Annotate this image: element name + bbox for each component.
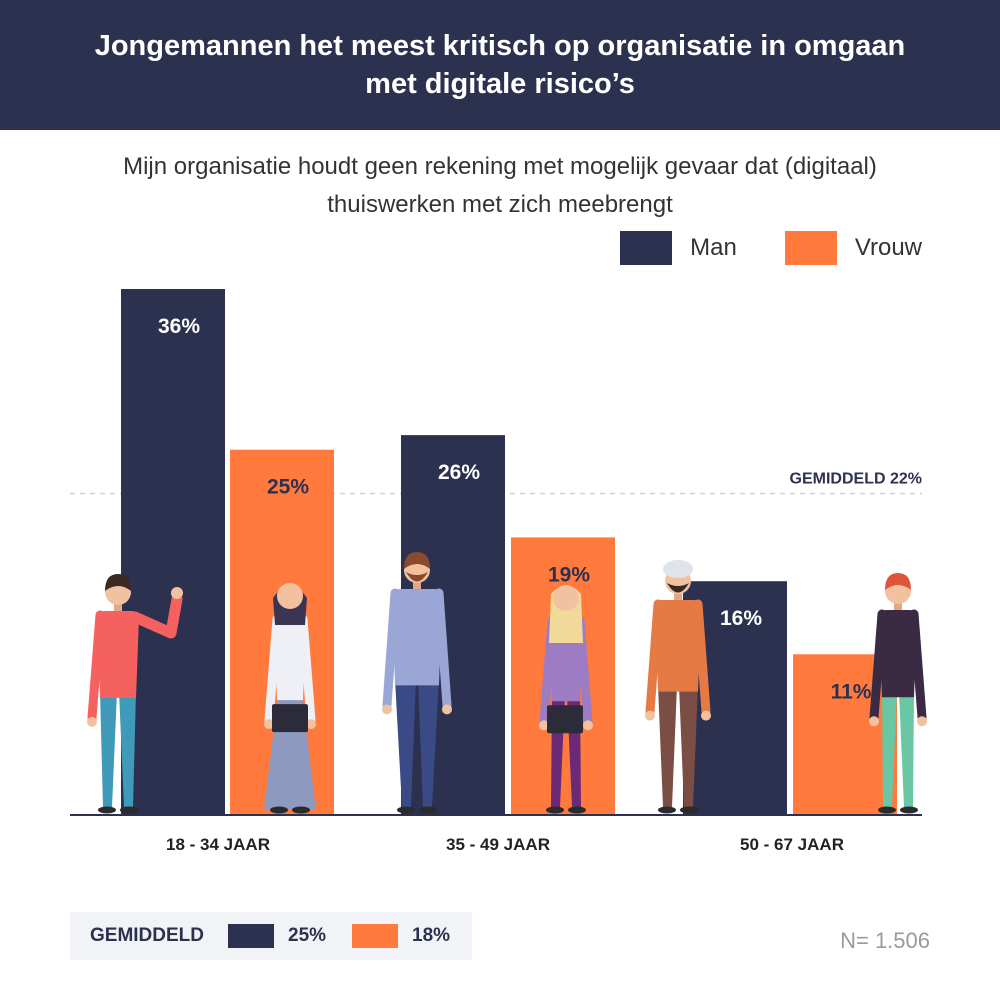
legend-label-man: Man (690, 234, 737, 261)
legend-item-vrouw: Vrouw (784, 231, 922, 265)
chart-legend: Man Vrouw (572, 231, 922, 265)
category-label-1: 18 - 34 JAAR (166, 835, 270, 854)
data-label-vrouw-2: 19% (548, 563, 590, 586)
person-middle-man (382, 552, 452, 814)
data-label-vrouw-1: 25% (267, 476, 309, 499)
average-line-label: GEMIDDELD 22% (790, 471, 922, 488)
legend-swatch-vrouw (784, 231, 837, 265)
person-young-man (87, 574, 183, 814)
data-label-vrouw-3: 11% (831, 680, 872, 703)
data-label-man-2: 26% (438, 461, 480, 484)
average-value-man: 25% (288, 925, 327, 946)
average-summary: GEMIDDELD 25% 18% (70, 912, 472, 960)
legend-label-vrouw: Vrouw (854, 234, 922, 261)
page-title: Jongemannen het meest kritisch op organi… (94, 30, 906, 100)
legend-item-man: Man (620, 231, 737, 265)
category-label-3: 50 - 67 JAAR (740, 835, 844, 854)
average-value-vrouw: 18% (412, 925, 451, 946)
category-label-2: 35 - 49 JAAR (446, 835, 550, 854)
sample-size: N= 1.506 (840, 928, 930, 953)
data-label-man-1: 36% (158, 315, 200, 338)
legend-swatch-man (620, 231, 673, 265)
header-banner: Jongemannen het meest kritisch op organi… (0, 0, 1000, 130)
chart-subtitle: Mijn organisatie houdt geen rekening met… (123, 153, 877, 218)
person-older-man (645, 560, 711, 814)
person-young-woman-hijab (264, 583, 316, 814)
bar-chart: GEMIDDELD 22% 36% 26% 16% 25% 19% 11% 18 - 34 J… (70, 289, 927, 854)
average-swatch-vrouw (352, 924, 399, 948)
average-summary-label: GEMIDDELD (90, 925, 204, 946)
average-swatch-man (228, 924, 274, 948)
data-label-man-3: 16% (720, 607, 762, 630)
person-older-woman (869, 573, 927, 814)
person-middle-woman (539, 585, 593, 814)
people-illustrations (87, 552, 927, 814)
bars-group: GEMIDDELD 22% 36% 26% 16% 25% 19% 11% 18 - 34 J… (70, 289, 922, 854)
bar-man-1 (121, 289, 225, 815)
